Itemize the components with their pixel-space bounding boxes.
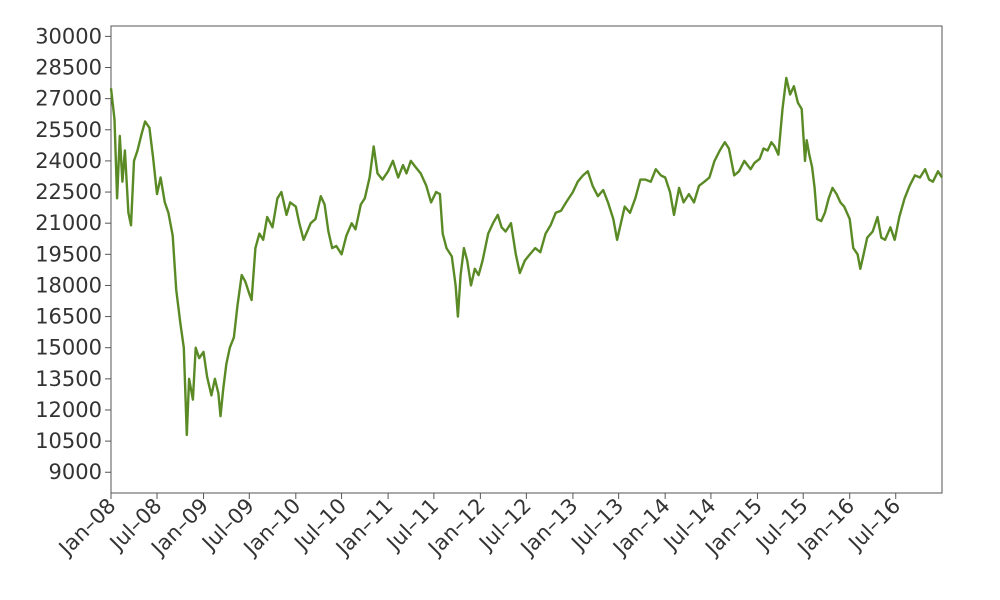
y-tick-label: 27000 — [35, 87, 102, 111]
y-tick-label: 16500 — [35, 305, 102, 329]
x-tick-label: Jul–16 — [843, 494, 906, 557]
y-tick-label: 15000 — [35, 336, 102, 360]
x-axis: Jan–08Jul–08Jan–09Jul–09Jan–10Jul–10Jan–… — [53, 493, 905, 561]
y-axis: 9000 10500 12000 13500 15000 16500 18000 19500 2… — [35, 24, 111, 484]
y-tick-label: 18000 — [35, 273, 102, 297]
y-tick-label: 12000 — [35, 398, 102, 422]
y-tick-label: 10500 — [35, 429, 102, 453]
y-tick-label: 13500 — [35, 367, 102, 391]
y-tick-label: 19500 — [35, 242, 102, 266]
y-tick-label: 28500 — [35, 56, 102, 80]
y-tick-label: 30000 — [35, 24, 102, 48]
y-tick-label: 9000 — [49, 460, 102, 484]
series-line-0 — [109, 76, 944, 437]
y-tick-label: 22500 — [35, 180, 102, 204]
x-tick-label: Jan–08 — [53, 494, 121, 562]
series-layer — [109, 76, 944, 437]
y-tick-label: 21000 — [35, 211, 102, 235]
y-tick-label: 25500 — [35, 118, 102, 142]
y-tick-label: 24000 — [35, 149, 102, 173]
